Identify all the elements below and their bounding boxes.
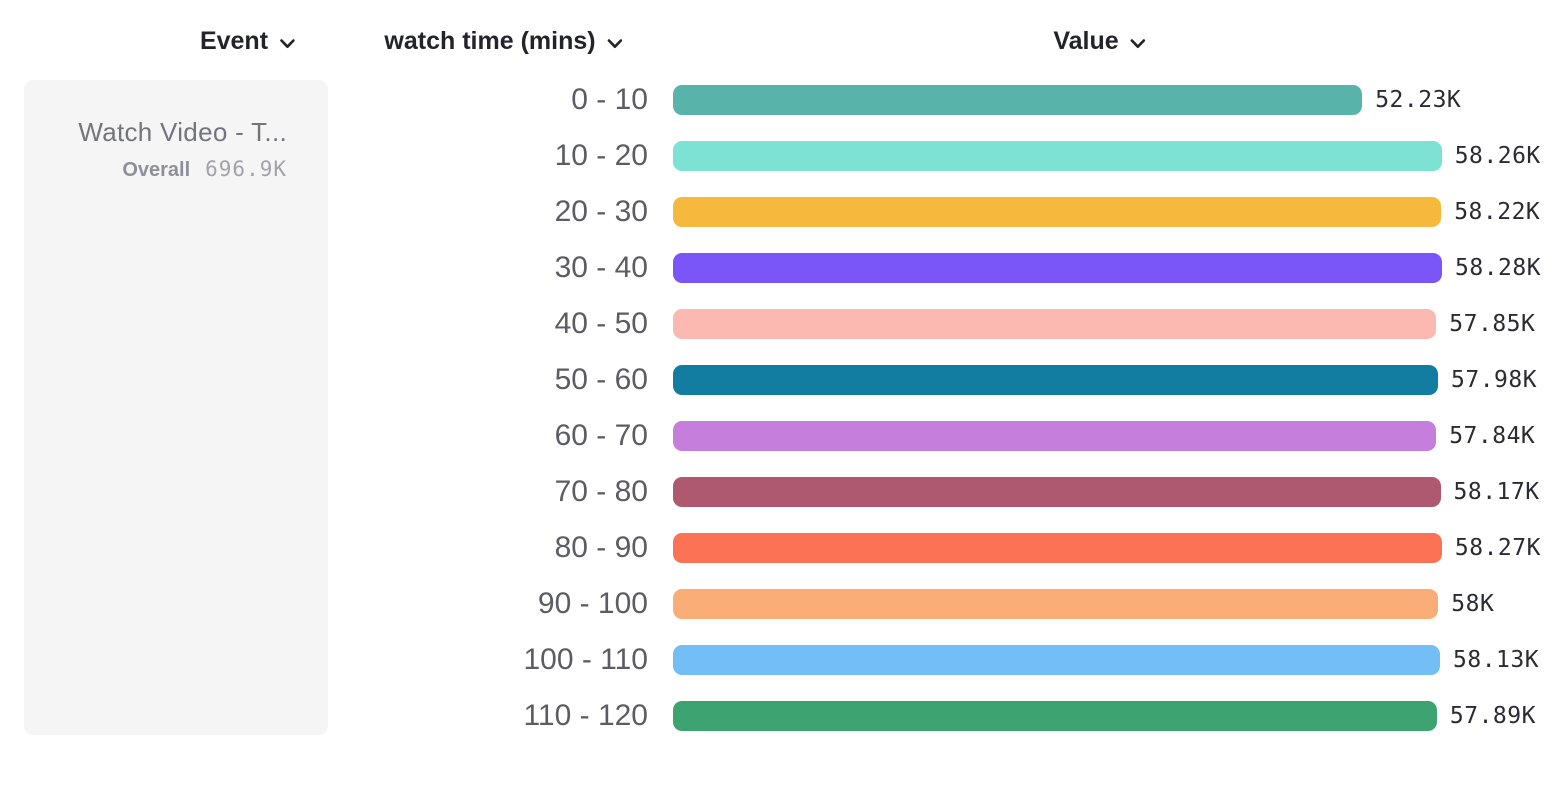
chart-row: 0 - 10 52.23K bbox=[0, 83, 1568, 116]
chart-row: 20 - 30 58.22K bbox=[0, 195, 1568, 228]
bar-track: 58.28K bbox=[673, 253, 1541, 283]
bucket-label: 110 - 120 bbox=[523, 699, 648, 732]
bucket-label: 50 - 60 bbox=[554, 363, 648, 396]
value-label: 58.27K bbox=[1454, 535, 1541, 561]
bar-track: 57.85K bbox=[673, 309, 1535, 339]
value-label: 52.23K bbox=[1375, 87, 1462, 113]
bar-track: 58.27K bbox=[673, 533, 1541, 563]
value-label: 58.22K bbox=[1454, 199, 1541, 225]
chevron-down-icon bbox=[280, 38, 295, 48]
bucket-label: 90 - 100 bbox=[537, 587, 648, 620]
column-header-watch-time-label: watch time (mins) bbox=[384, 27, 596, 55]
bar-track: 58K bbox=[673, 589, 1494, 619]
event-title: Watch Video - T... bbox=[78, 117, 287, 147]
chart-row: 80 - 90 58.27K bbox=[0, 531, 1568, 564]
bar-track: 57.89K bbox=[673, 701, 1536, 731]
value-label: 57.84K bbox=[1449, 423, 1536, 449]
bucket-label: 10 - 20 bbox=[554, 139, 648, 172]
value-bar[interactable] bbox=[673, 309, 1437, 339]
value-bar[interactable] bbox=[673, 365, 1438, 395]
bar-track: 57.84K bbox=[673, 421, 1535, 451]
chart-row: 50 - 60 57.98K bbox=[0, 363, 1568, 396]
chart-row: 40 - 50 57.85K bbox=[0, 307, 1568, 340]
value-bar[interactable] bbox=[673, 645, 1440, 675]
value-bar[interactable] bbox=[673, 477, 1441, 507]
bucket-label: 40 - 50 bbox=[554, 307, 648, 340]
value-label: 57.89K bbox=[1449, 703, 1536, 729]
bar-track: 58.26K bbox=[673, 141, 1541, 171]
bucket-label: 70 - 80 bbox=[554, 475, 648, 508]
chart-row: 100 - 110 58.13K bbox=[0, 643, 1568, 676]
value-bar[interactable] bbox=[673, 85, 1363, 115]
event-overall-row: Overall 696.9K bbox=[44, 157, 287, 182]
value-label: 57.85K bbox=[1449, 311, 1536, 337]
bucket-label: 60 - 70 bbox=[554, 419, 648, 452]
chart-row: 70 - 80 58.17K bbox=[0, 475, 1568, 508]
chart-row: 30 - 40 58.28K bbox=[0, 251, 1568, 284]
value-bar[interactable] bbox=[673, 253, 1442, 283]
bar-track: 52.23K bbox=[673, 85, 1461, 115]
chart-row: 10 - 20 58.26K bbox=[0, 139, 1568, 172]
value-label: 57.98K bbox=[1451, 367, 1538, 393]
event-card[interactable]: Watch Video - T... Overall 696.9K bbox=[24, 80, 328, 735]
bucket-label: 100 - 110 bbox=[523, 643, 648, 676]
value-bar[interactable] bbox=[673, 421, 1437, 451]
column-header-value-label: Value bbox=[1053, 27, 1119, 55]
value-bar[interactable] bbox=[673, 701, 1437, 731]
value-label: 58.17K bbox=[1453, 479, 1540, 505]
column-header-watch-time[interactable]: watch time (mins) bbox=[384, 27, 623, 56]
bucket-label: 80 - 90 bbox=[554, 531, 648, 564]
column-header-value[interactable]: Value bbox=[1053, 27, 1146, 56]
bucket-label: 0 - 10 bbox=[571, 83, 648, 116]
overall-label: Overall bbox=[122, 159, 191, 181]
chevron-down-icon bbox=[607, 38, 623, 48]
bar-track: 58.22K bbox=[673, 197, 1540, 227]
bar-track: 57.98K bbox=[673, 365, 1537, 395]
bar-track: 58.13K bbox=[673, 645, 1539, 675]
value-label: 58.28K bbox=[1455, 255, 1542, 281]
value-bar[interactable] bbox=[673, 589, 1439, 619]
column-header-event[interactable]: Event bbox=[200, 27, 296, 56]
chart-row: 60 - 70 57.84K bbox=[0, 419, 1568, 452]
bucket-label: 30 - 40 bbox=[554, 251, 648, 284]
chart-row: 90 - 100 58K bbox=[0, 587, 1568, 620]
bar-chart: 0 - 10 52.23K 10 - 20 58.26K 20 - 30 58.22K 30… bbox=[0, 83, 1568, 757]
value-bar[interactable] bbox=[673, 197, 1442, 227]
value-bar[interactable] bbox=[673, 141, 1442, 171]
value-bar[interactable] bbox=[673, 533, 1442, 563]
bar-track: 58.17K bbox=[673, 477, 1540, 507]
chevron-down-icon bbox=[1130, 38, 1146, 48]
bucket-label: 20 - 30 bbox=[554, 195, 648, 228]
value-label: 58.13K bbox=[1453, 647, 1540, 673]
overall-total-value: 696.9K bbox=[205, 157, 287, 181]
chart-row: 110 - 120 57.89K bbox=[0, 699, 1568, 732]
column-header-event-label: Event bbox=[199, 27, 269, 55]
value-label: 58K bbox=[1451, 591, 1495, 617]
value-label: 58.26K bbox=[1454, 143, 1541, 169]
